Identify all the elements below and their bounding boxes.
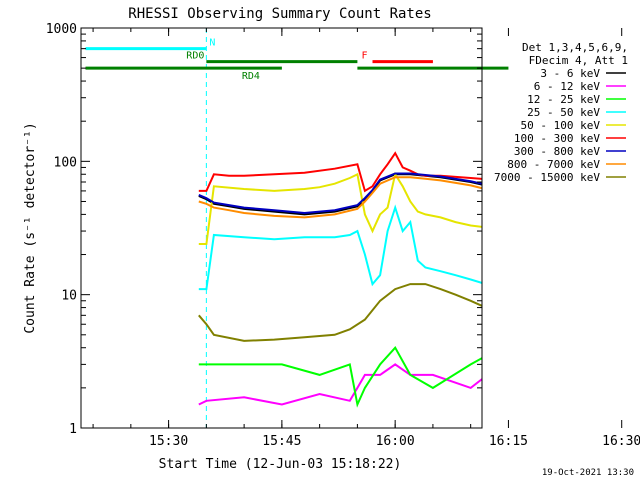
series-line-6 — [198, 172, 482, 215]
x-axis-label: Start Time (12-Jun-03 15:18:22) — [159, 457, 402, 472]
series-line-8 — [198, 283, 482, 342]
chart-title: RHESSI Observing Summary Count Rates — [128, 6, 431, 22]
legend-label: 100 - 300 keV — [514, 132, 600, 145]
y-tick-label: 100 — [54, 155, 77, 170]
legend-label: 50 - 100 keV — [521, 119, 601, 132]
y-tick-label: 10 — [61, 289, 77, 304]
series-line-5 — [198, 151, 482, 193]
legend-label: 12 - 25 keV — [527, 93, 600, 106]
x-tick-label: 15:45 — [262, 434, 301, 449]
legend-label: 6 - 12 keV — [534, 80, 601, 93]
x-tick-label: 16:00 — [376, 434, 415, 449]
state-bar-label-f: F — [361, 51, 367, 62]
legend-label: 25 - 50 keV — [527, 106, 600, 119]
y-tick-label: 1000 — [46, 22, 77, 37]
legend-header: Det 1,3,4,5,6,9,FDecim 4, Att 1 — [522, 41, 628, 67]
state-bars: N F RD0 RD4 — [85, 28, 509, 428]
x-tick-label: 16:30 — [602, 434, 640, 449]
legend-header-line: FDecim 4, Att 1 — [529, 54, 628, 67]
legend-label: 7000 - 15000 keV — [494, 171, 600, 184]
y-ticks: 1 10 100 1000 — [46, 22, 482, 437]
state-bar-label-rd0: RD0 — [186, 51, 204, 62]
legend-label: 800 - 7000 keV — [507, 158, 600, 171]
series-line-3 — [198, 204, 482, 291]
series-line-4 — [198, 171, 482, 245]
series-group — [198, 151, 482, 408]
state-bar-label-rd4: RD4 — [242, 71, 260, 82]
series-line-2 — [198, 345, 482, 408]
y-tick-label: 1 — [69, 422, 77, 437]
legend-label: 300 - 800 keV — [514, 145, 600, 158]
state-bar-label-n: N — [209, 38, 215, 49]
y-axis-label: Count Rate (s⁻¹ detector⁻¹) — [23, 122, 38, 333]
legend-header-line: Det 1,3,4,5,6,9, — [522, 41, 628, 54]
x-tick-label: 16:15 — [489, 434, 528, 449]
timestamp: 19-Oct-2021 13:30 — [542, 468, 634, 478]
series-line-7 — [198, 176, 482, 219]
series-line-1 — [198, 363, 482, 406]
legend-label: 3 - 6 keV — [540, 67, 600, 80]
x-tick-label: 15:30 — [149, 434, 188, 449]
